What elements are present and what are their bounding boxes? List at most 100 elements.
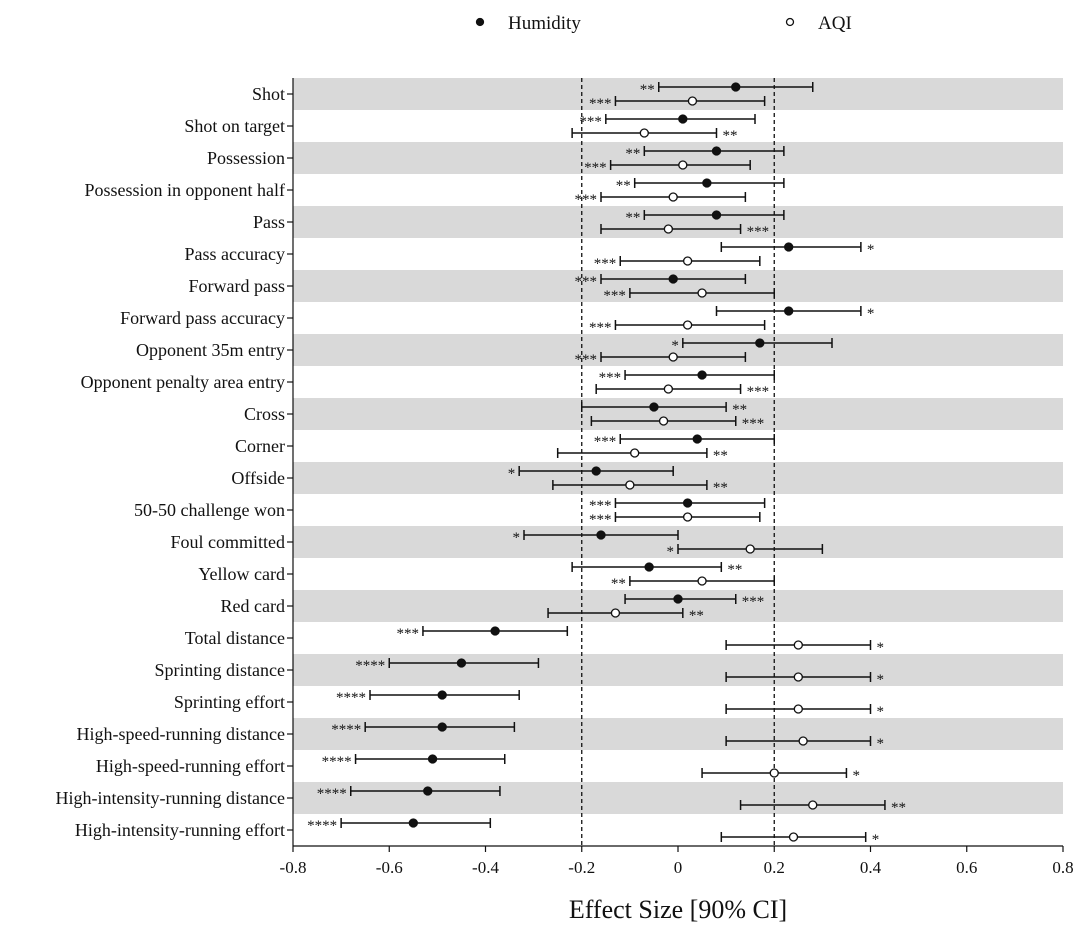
aqi-significance-label: * <box>872 832 880 848</box>
humidity-estimate-marker <box>644 562 654 572</box>
aqi-point-shot: *** <box>589 96 766 112</box>
category-label-red-card: Red card <box>221 596 285 616</box>
humidity-significance-label: **** <box>317 786 347 802</box>
humidity-significance-label: *** <box>579 114 602 130</box>
humidity-significance-label: *** <box>575 274 598 290</box>
category-label-high-intensity-running-effort: High-intensity-running effort <box>75 820 285 840</box>
aqi-estimate-marker <box>668 192 678 202</box>
aqi-significance-label: *** <box>742 416 765 432</box>
category-label-opponent-35m-entry: Opponent 35m entry <box>136 340 285 360</box>
humidity-point-possession-in-opponent-half: ** <box>616 178 785 194</box>
row-band <box>293 398 1063 430</box>
aqi-point-pass-accuracy: *** <box>594 256 761 272</box>
row-band <box>293 718 1063 750</box>
humidity-significance-label: *** <box>589 498 612 514</box>
category-label-offside: Offside <box>231 468 285 488</box>
humidity-point-opponent-penalty-area-entry: *** <box>599 370 775 386</box>
aqi-significance-label: *** <box>575 192 598 208</box>
legend-marker-humidity <box>475 17 485 27</box>
humidity-point-offside: * <box>508 466 674 482</box>
aqi-point-pass: *** <box>600 224 770 240</box>
humidity-estimate-marker <box>437 690 447 700</box>
humidity-significance-label: *** <box>599 370 622 386</box>
aqi-point-opponent-35m-entry: *** <box>575 352 747 368</box>
category-label-corner: Corner <box>235 436 285 456</box>
legend: Humidity AQI <box>475 13 852 34</box>
aqi-significance-label: ** <box>713 480 728 496</box>
aqi-estimate-marker <box>630 448 640 458</box>
humidity-point-forward-pass-accuracy: * <box>715 306 874 322</box>
row-bands <box>293 78 1063 814</box>
aqi-significance-label: * <box>877 704 885 720</box>
aqi-significance-label: *** <box>589 512 612 528</box>
humidity-point-opponent-35m-entry: * <box>671 338 833 354</box>
aqi-significance-label: ** <box>891 800 906 816</box>
aqi-estimate-marker <box>639 128 649 138</box>
aqi-point-high-intensity-running-effort: * <box>720 832 880 848</box>
humidity-estimate-marker <box>755 338 765 348</box>
category-label-high-speed-running-distance: High-speed-running distance <box>77 724 285 744</box>
humidity-point-corner: *** <box>594 434 775 450</box>
humidity-estimate-marker <box>423 786 433 796</box>
category-label-opponent-penalty-area-entry: Opponent penalty area entry <box>81 372 285 392</box>
humidity-point-possession: ** <box>625 146 785 162</box>
aqi-estimate-marker <box>668 352 678 362</box>
humidity-estimate-marker <box>596 530 606 540</box>
humidity-estimate-marker <box>427 754 438 764</box>
aqi-point-offside: ** <box>552 480 728 496</box>
aqi-significance-label: *** <box>747 224 770 240</box>
humidity-significance-label: * <box>671 338 679 354</box>
aqi-estimate-marker <box>697 576 707 586</box>
humidity-point-shot: ** <box>640 82 814 98</box>
aqi-estimate-marker <box>663 384 674 394</box>
x-tick-label: -0.8 <box>280 858 307 877</box>
humidity-significance-label: *** <box>742 594 765 610</box>
humidity-significance-label: *** <box>396 626 419 642</box>
aqi-point-possession-in-opponent-half: *** <box>575 192 747 208</box>
aqi-estimate-marker <box>793 704 803 714</box>
humidity-estimate-marker <box>731 82 741 92</box>
row-band <box>293 334 1063 366</box>
humidity-significance-label: **** <box>355 658 385 674</box>
legend-marker-aqi <box>785 17 795 27</box>
category-label-shot: Shot <box>252 84 285 104</box>
category-label-yellow-card: Yellow card <box>198 564 285 584</box>
aqi-estimate-marker <box>687 96 698 106</box>
aqi-estimate-marker <box>788 832 799 842</box>
humidity-point-yellow-card: ** <box>571 562 742 578</box>
aqi-point-total-distance: * <box>725 640 884 656</box>
aqi-point-sprinting-distance: * <box>725 672 884 688</box>
aqi-estimate-marker <box>793 672 803 682</box>
humidity-estimate-marker <box>711 146 722 156</box>
humidity-point-red-card: *** <box>624 594 765 610</box>
aqi-significance-label: *** <box>594 256 617 272</box>
row-band <box>293 654 1063 686</box>
row-band <box>293 462 1063 494</box>
aqi-significance-label: *** <box>603 288 626 304</box>
legend-label-humidity: Humidity <box>508 13 581 34</box>
x-axis: -0.8 -0.6 -0.4 -0.2 0 0.2 0.4 0.6 0.8 <box>280 845 1074 877</box>
category-label-sprinting-effort: Sprinting effort <box>174 692 285 712</box>
humidity-significance-label: * <box>508 466 516 482</box>
aqi-significance-label: ** <box>723 128 738 144</box>
aqi-significance-label: ** <box>713 448 728 464</box>
row-band <box>293 782 1063 814</box>
humidity-estimate-marker <box>702 178 712 188</box>
humidity-significance-label: **** <box>331 722 361 738</box>
humidity-estimate-marker <box>408 818 418 828</box>
category-label-foul-committed: Foul committed <box>171 532 286 552</box>
y-axis: Shot Shot on target Possession Possession i… <box>56 78 294 846</box>
category-label-possession: Possession <box>207 148 285 168</box>
humidity-estimate-marker <box>692 434 702 444</box>
aqi-estimate-marker <box>682 256 693 266</box>
aqi-significance-label: *** <box>589 320 612 336</box>
plot-marks: ****************************************… <box>307 82 906 848</box>
x-tick-label: 0.8 <box>1052 858 1073 877</box>
aqi-estimate-marker <box>682 320 693 330</box>
aqi-significance-label: * <box>667 544 675 560</box>
humidity-estimate-marker <box>682 498 693 508</box>
humidity-point-foul-committed: * <box>513 530 679 546</box>
aqi-significance-label: ** <box>611 576 626 592</box>
humidity-estimate-marker <box>591 466 601 476</box>
